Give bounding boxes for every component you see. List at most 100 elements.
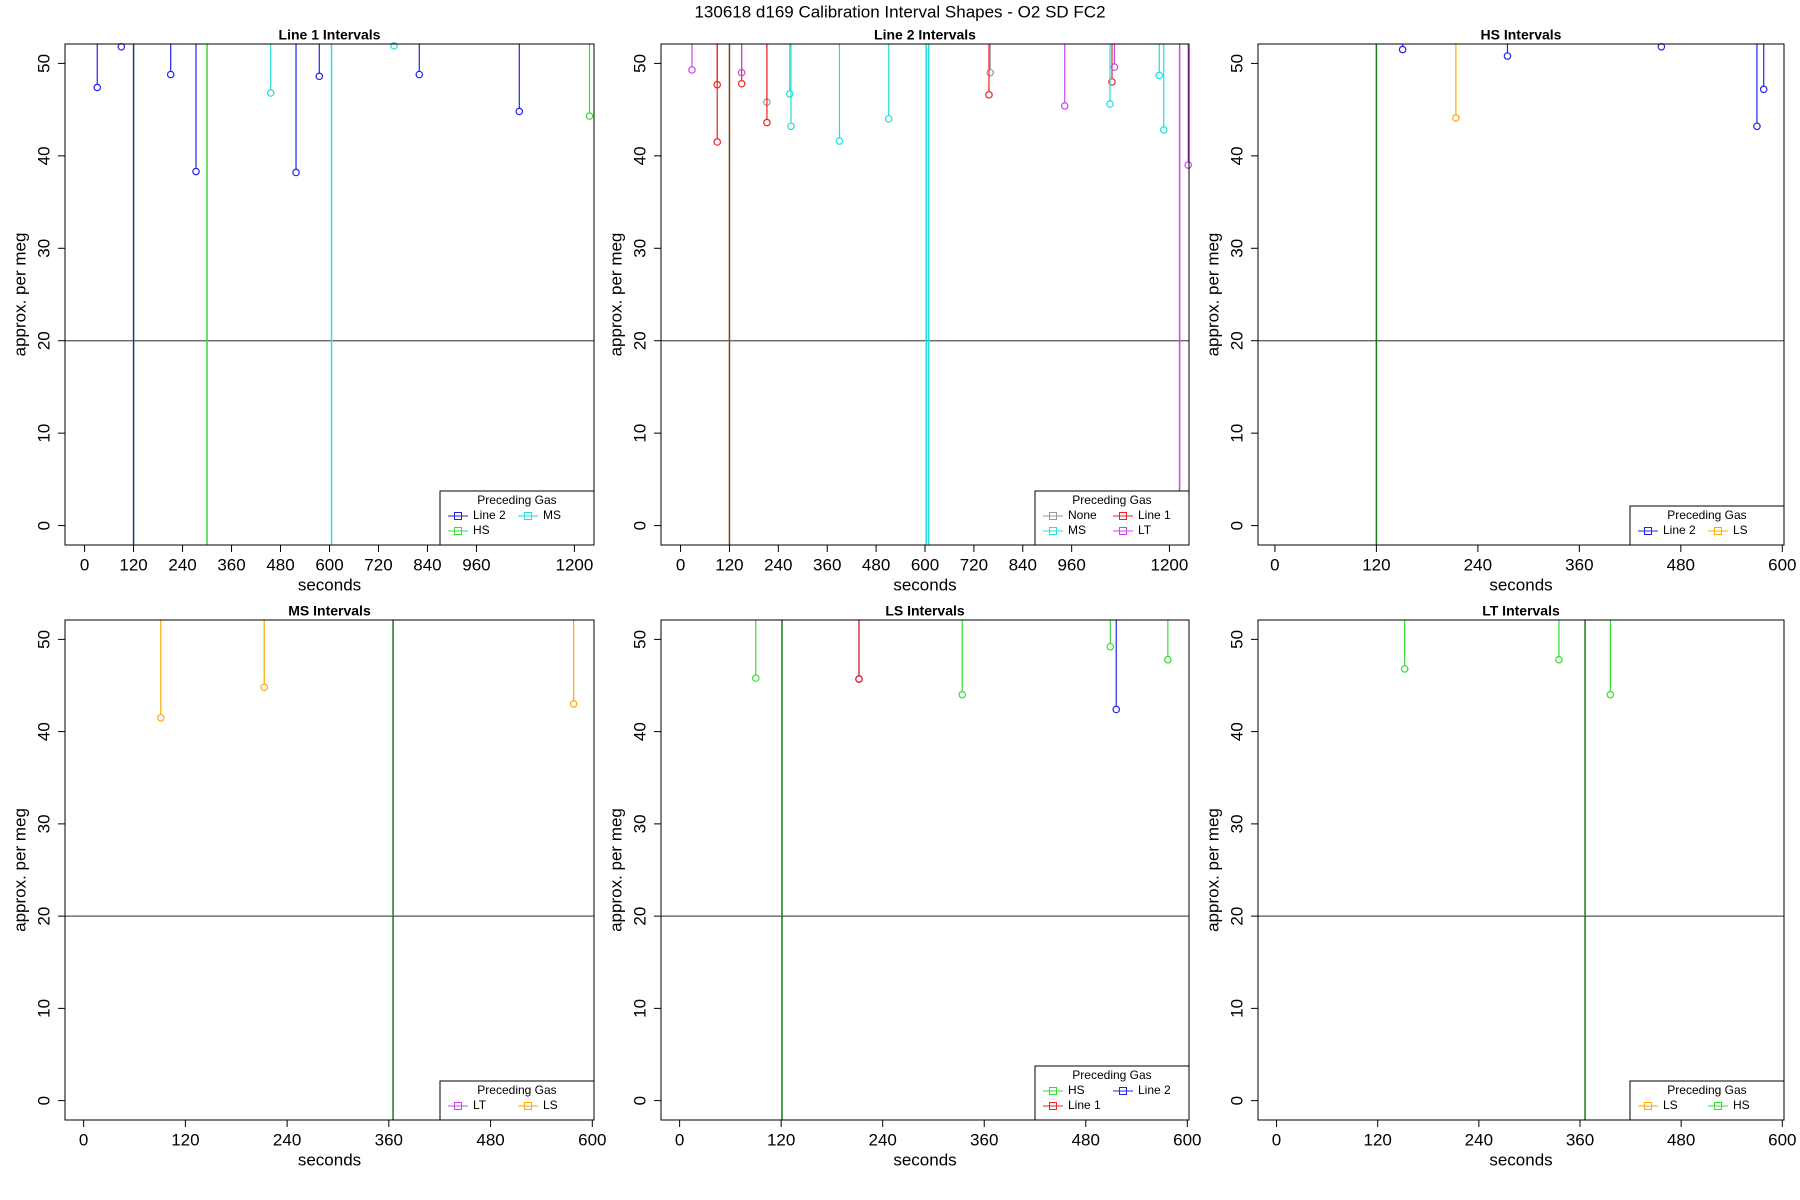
x-tick-label: 720 — [364, 555, 392, 574]
point — [585, 112, 594, 120]
x-axis-label: seconds — [893, 575, 956, 594]
x-tick-label: 600 — [315, 555, 343, 574]
y-tick-label: 40 — [34, 146, 53, 165]
x-tick-label: 600 — [1173, 1130, 1201, 1149]
x-tick-label: 720 — [960, 555, 988, 574]
y-axis-label: approx. per meg — [606, 808, 625, 932]
x-tick-label: 0 — [79, 1130, 88, 1149]
x-tick-label: 240 — [168, 555, 196, 574]
plot-frame — [64, 619, 595, 1121]
point — [785, 90, 794, 98]
legend-label: LS — [543, 1098, 558, 1112]
x-tick-label: 0 — [80, 555, 89, 574]
point — [737, 68, 746, 77]
y-tick-label: 30 — [630, 814, 649, 833]
point — [390, 42, 398, 50]
x-tick-label: 600 — [578, 1130, 606, 1149]
y-tick-label: 50 — [1227, 630, 1246, 649]
panel: 0 120 240 360 480 600 0 10 20 30 40 50 MS Intervals s… — [10, 603, 606, 1170]
x-tick-label: 840 — [413, 555, 441, 574]
x-tick-label: 0 — [676, 555, 685, 574]
legend-label: MS — [543, 508, 561, 522]
y-tick-label: 10 — [34, 424, 53, 443]
point — [855, 675, 863, 683]
x-tick-label: 360 — [375, 1130, 403, 1149]
legend-box — [1629, 1080, 1785, 1121]
point — [986, 68, 994, 77]
y-tick-label: 40 — [1227, 722, 1246, 741]
x-axis-label: seconds — [1489, 575, 1552, 594]
x-tick-label: 0 — [1270, 555, 1279, 574]
y-tick-label: 10 — [1227, 424, 1246, 443]
legend-label: LT — [473, 1098, 487, 1112]
y-tick-label: 20 — [34, 331, 53, 350]
y-tick-label: 30 — [1227, 814, 1246, 833]
y-tick-label: 40 — [34, 722, 53, 741]
point — [292, 168, 300, 177]
y-tick-label: 0 — [1227, 521, 1246, 530]
point — [884, 115, 893, 123]
y-tick-label: 20 — [1227, 331, 1246, 350]
point — [1606, 690, 1615, 699]
y-tick-label: 0 — [34, 521, 53, 530]
point — [1164, 655, 1172, 664]
panel: 0 120 240 360 480 600 0 10 20 30 40 50 HS Intervals s… — [1203, 27, 1796, 595]
legend-label: Line 2 — [1138, 1083, 1171, 1097]
y-axis-label: approx. per meg — [1203, 808, 1222, 932]
legend-label: Line 1 — [1138, 508, 1171, 522]
panel-title: Line 2 Intervals — [874, 27, 976, 43]
x-tick-label: 360 — [1565, 555, 1593, 574]
legend-label: Line 1 — [1068, 1098, 1101, 1112]
legend-marker — [1049, 512, 1057, 520]
y-tick-label: 40 — [1227, 146, 1246, 165]
legend-marker — [524, 1102, 532, 1110]
legend-label: LS — [1663, 1098, 1678, 1112]
point — [166, 70, 175, 79]
point — [713, 138, 722, 146]
point — [985, 91, 993, 99]
point — [1108, 78, 1116, 86]
legend-title: Preceding Gas — [477, 493, 556, 507]
y-tick-label: 30 — [34, 239, 53, 258]
legend-title: Preceding Gas — [1667, 508, 1746, 522]
x-axis-label: seconds — [298, 575, 361, 594]
y-tick-label: 50 — [1227, 54, 1246, 73]
y-tick-label: 30 — [1227, 239, 1246, 258]
panel-title: LT Intervals — [1482, 603, 1560, 619]
legend-marker — [1644, 1102, 1652, 1110]
panel: 0 120 240 360 480 600 0 10 20 30 40 50 LS Intervals s… — [606, 603, 1201, 1170]
point — [688, 66, 696, 74]
legend-marker — [1049, 1087, 1057, 1095]
panel: 0 120 240 360 480 600 720 840 960 1200 0 10 20 30 40 50… — [10, 27, 595, 594]
legend-marker — [454, 1102, 462, 1110]
legend-label: LT — [1138, 523, 1152, 537]
y-tick-label: 50 — [630, 630, 649, 649]
legend-title: Preceding Gas — [1667, 1083, 1746, 1097]
plot-frame — [1257, 43, 1785, 546]
y-tick-label: 20 — [34, 907, 53, 926]
point — [569, 700, 578, 708]
x-tick-label: 600 — [911, 555, 939, 574]
y-tick-label: 50 — [34, 630, 53, 649]
legend-marker — [1049, 527, 1057, 535]
legend-label: Line 2 — [1663, 523, 1696, 537]
panel: 0 120 240 360 480 600 0 10 20 30 40 50 LT Intervals s… — [1203, 603, 1796, 1170]
point — [266, 89, 275, 97]
legend-title: Preceding Gas — [1072, 1068, 1151, 1082]
y-axis-label: approx. per meg — [606, 233, 625, 357]
x-axis-label: seconds — [298, 1150, 361, 1169]
y-axis-label: approx. per meg — [10, 808, 29, 932]
point — [1503, 52, 1512, 60]
legend-marker — [1119, 1087, 1127, 1095]
panel-title: HS Intervals — [1481, 27, 1562, 43]
legend-title: Preceding Gas — [1072, 493, 1151, 507]
legend-label: MS — [1068, 523, 1086, 537]
y-tick-label: 50 — [34, 54, 53, 73]
point — [787, 122, 795, 131]
legend-marker — [1714, 527, 1722, 535]
x-tick-label: 360 — [217, 555, 245, 574]
legend-label: HS — [1733, 1098, 1750, 1112]
point — [156, 713, 165, 722]
legend-marker — [1119, 527, 1127, 535]
x-tick-label: 240 — [1464, 555, 1492, 574]
